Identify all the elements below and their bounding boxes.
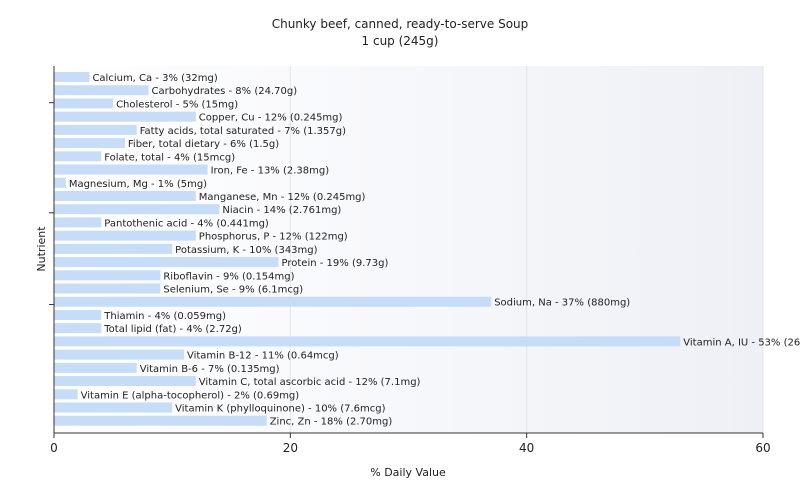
bar	[54, 415, 267, 426]
chart-subtitle: 1 cup (245g)	[362, 34, 439, 48]
bar	[54, 270, 161, 281]
axes: 0 20 40 60	[49, 66, 771, 455]
bar-value-label: Thiamin - 4% (0.059mg)	[103, 311, 226, 322]
bar	[54, 362, 137, 373]
bar	[54, 204, 220, 215]
bar	[54, 85, 149, 96]
x-tick-label: 40	[519, 441, 534, 455]
bar	[54, 164, 208, 175]
bar-value-label: Vitamin A, IU - 53% (2666IU)	[683, 337, 800, 348]
bar	[54, 111, 196, 122]
bar-value-label: Niacin - 14% (2.761mg)	[222, 205, 341, 216]
bar-value-label: Calcium, Ca - 3% (32mg)	[92, 73, 217, 84]
bar-value-label: Selenium, Se - 9% (6.1mcg)	[163, 285, 303, 296]
bar	[54, 283, 161, 294]
bar	[54, 389, 78, 400]
bar-value-label: Zinc, Zn - 18% (2.70mg)	[270, 417, 393, 428]
bar-value-label: Vitamin E (alpha-tocopherol) - 2% (0.69m…	[81, 390, 300, 401]
bar-value-label: Fatty acids, total saturated - 7% (1.357…	[140, 126, 346, 137]
bar	[54, 296, 492, 307]
bar-value-label: Carbohydrates - 8% (24.70g)	[152, 86, 298, 97]
bar-value-label: Vitamin B-6 - 7% (0.135mg)	[140, 364, 280, 375]
bar-value-label: Cholesterol - 5% (15mg)	[116, 99, 238, 110]
bar	[54, 376, 196, 387]
bar-value-label: Vitamin C, total ascorbic acid - 12% (7.…	[199, 377, 421, 388]
bar	[54, 336, 681, 347]
bar-value-label: Iron, Fe - 13% (2.38mg)	[211, 166, 330, 177]
bar-value-label: Copper, Cu - 12% (0.245mg)	[199, 113, 343, 124]
bar	[54, 257, 279, 268]
bar-value-label: Total lipid (fat) - 4% (2.72g)	[103, 324, 242, 335]
bar-value-label: Manganese, Mn - 12% (0.245mg)	[199, 192, 366, 203]
bar-value-label: Riboflavin - 9% (0.154mg)	[163, 271, 294, 282]
bar-value-label: Protein - 19% (9.73g)	[282, 258, 389, 269]
bar-value-label: Fiber, total dietary - 6% (1.5g)	[128, 139, 279, 150]
bar	[54, 98, 114, 109]
bar-value-label: Vitamin K (phylloquinone) - 10% (7.6mcg)	[175, 404, 385, 415]
x-axis-label: % Daily Value	[370, 466, 446, 479]
bar-value-label: Sodium, Na - 37% (880mg)	[494, 298, 630, 309]
bar	[54, 230, 196, 241]
bar-value-label: Vitamin B-12 - 11% (0.64mcg)	[187, 351, 339, 362]
bar	[54, 402, 173, 413]
chart-title: Chunky beef, canned, ready-to-serve Soup	[272, 17, 529, 31]
bar	[54, 151, 102, 162]
bar-value-label: Phosphorus, P - 12% (122mg)	[199, 232, 348, 243]
bar	[54, 177, 66, 188]
bar	[54, 190, 196, 201]
bar-value-label: Potassium, K - 10% (343mg)	[175, 245, 317, 256]
x-tick-label: 60	[755, 441, 770, 455]
bar	[54, 349, 184, 360]
bar	[54, 243, 173, 254]
x-tick-label: 20	[283, 441, 298, 455]
bar-value-label: Folate, total - 4% (15mcg)	[104, 152, 235, 163]
y-axis-label: Nutrient	[35, 226, 48, 272]
bar	[54, 323, 102, 334]
bar	[54, 138, 125, 149]
bars	[54, 72, 681, 426]
bar-value-label: Magnesium, Mg - 1% (5mg)	[69, 179, 207, 190]
bar	[54, 217, 102, 228]
plot-area	[54, 66, 763, 433]
bar	[54, 124, 137, 135]
bar-value-label: Pantothenic acid - 4% (0.441mg)	[104, 218, 269, 229]
bar-labels: Calcium, Ca - 3% (32mg) Carbohydrates - 8…	[69, 73, 800, 428]
bar	[54, 309, 102, 320]
x-tick-label: 0	[50, 441, 58, 455]
bar	[54, 72, 90, 82]
